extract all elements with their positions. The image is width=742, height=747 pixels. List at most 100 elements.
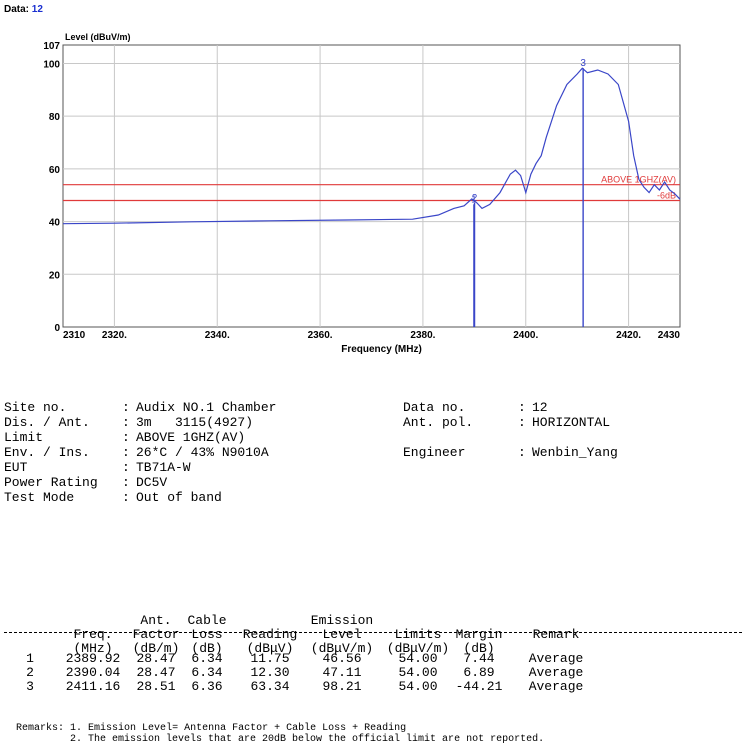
x-tick-label: 2320. <box>102 330 127 341</box>
info-value: TB71A-W <box>136 460 191 475</box>
table-cell: 54.00 <box>398 651 438 666</box>
emission-table: Ant. Cable Emission Freq. Factor Loss Reading L… <box>0 583 742 694</box>
info-row: EUT: TB71A-W <box>4 460 276 475</box>
info-value: 12 <box>532 400 548 415</box>
info-colon: : <box>122 490 130 505</box>
info-value: Audix NO.1 Chamber <box>136 400 277 415</box>
info-colon: : <box>122 400 130 415</box>
info-colon: : <box>122 430 130 445</box>
data-label: Data: <box>4 4 30 15</box>
table-cell: 2 <box>26 665 34 680</box>
remarks-label: Remarks: <box>16 723 65 734</box>
table-cell: Average <box>528 679 584 694</box>
table-cell: 2411.16 <box>65 679 121 694</box>
table-header-cell: Loss <box>191 627 223 642</box>
table-cell: -44.21 <box>455 679 503 694</box>
table-header-cell: (dBμV/m) <box>310 641 374 656</box>
remarks-line-1: 1. Emission Level= Antenna Factor + Cabl… <box>70 723 407 734</box>
y-axis-label: Level (dBuV/m) <box>65 32 131 42</box>
table-cell: 28.47 <box>136 651 176 666</box>
table-header-cell: Reading <box>242 627 298 642</box>
info-colon: : <box>122 460 130 475</box>
table-cell: 98.21 <box>322 679 362 694</box>
table-header-cell: (dB/m) <box>132 641 180 656</box>
table-cell: 7.44 <box>463 651 495 666</box>
series-line <box>62 67 681 225</box>
table-cell: 11.75 <box>250 651 290 666</box>
table-cell: 28.51 <box>136 679 176 694</box>
grid <box>63 45 680 327</box>
emission-chart: ABOVE 1GHZ(AV)-6dB 123 2310 2320. 2340. 236… <box>43 32 681 355</box>
table-header-cell: Cable <box>187 613 227 628</box>
data-number-header: Data: 12 <box>4 4 43 15</box>
y-tick-label: 60 <box>49 165 61 176</box>
table-cell: 12.30 <box>250 665 290 680</box>
info-colon: : <box>518 445 526 460</box>
info-key: Power Rating <box>4 475 98 490</box>
info-key: Engineer <box>403 445 466 460</box>
table-row: 3 2411.16 28.51 6.36 63.34 98.21 54.00 -44.21 Av… <box>0 679 742 694</box>
x-tick-label: 2400. <box>513 330 538 341</box>
info-row: Limit: ABOVE 1GHZ(AV) <box>4 430 276 445</box>
table-header: Ant. Cable Emission Freq. Factor Loss Reading L… <box>0 613 742 656</box>
table-header-cell: Ant. <box>140 613 172 628</box>
table-cell: 54.00 <box>398 679 438 694</box>
table-header-row: Ant. Cable Emission <box>0 613 742 628</box>
info-colon: : <box>122 445 130 460</box>
table-header-cell: Level <box>322 627 362 642</box>
table-header-row: Freq. Factor Loss Reading Level Limits Margin R… <box>0 627 742 642</box>
table-cell: Average <box>528 651 584 666</box>
info-colon: : <box>122 475 130 490</box>
info-row: Engineer: Wenbin_Yang <box>403 445 618 460</box>
table-row: 1 2389.92 28.47 6.34 11.75 46.56 54.00 7.44 Aver… <box>0 651 742 666</box>
limit-line-label: -6dB <box>657 190 676 200</box>
table-header-cell: (dB) <box>191 641 223 656</box>
series-group <box>62 67 681 225</box>
info-row: Site no.: Audix NO.1 Chamber <box>4 400 276 415</box>
info-value: 3m 3115(4927) <box>136 415 254 430</box>
info-row: Test Mode: Out of band <box>4 490 276 505</box>
x-axis-label: Frequency (MHz) <box>341 344 422 355</box>
table-cell: 3 <box>26 679 34 694</box>
table-cell: 1 <box>26 651 34 666</box>
info-key: EUT <box>4 460 28 475</box>
info-row: Dis. / Ant.:3m 3115(4927) <box>4 415 276 430</box>
info-value: HORIZONTAL <box>532 415 611 430</box>
table-cell: Average <box>528 665 584 680</box>
y-tick-label: 0 <box>54 323 60 334</box>
marker-label: 2 <box>472 193 478 204</box>
info-value: Wenbin_Yang <box>532 445 618 460</box>
y-tick-label: 80 <box>49 112 61 123</box>
info-row: Data no.:12 <box>403 400 618 415</box>
x-tick-label: 2340. <box>205 330 230 341</box>
table-cell: 6.36 <box>191 679 223 694</box>
info-key: Data no. <box>403 400 466 415</box>
info-right: Data no.:12 Ant. pol.: HORIZONTAL Engineer:… <box>403 370 618 475</box>
info-key: Env. / Ins. <box>4 445 90 460</box>
y-tick-label: 20 <box>49 270 61 281</box>
table-header-cell: Factor <box>132 627 180 642</box>
table-cell: 6.34 <box>191 665 223 680</box>
marker-label: 3 <box>580 58 586 69</box>
table-cell: 6.34 <box>191 651 223 666</box>
table-header-cell: Freq. <box>73 627 113 642</box>
x-tick-label: 2380. <box>410 330 435 341</box>
info-row <box>403 430 618 445</box>
x-tick-label: 2360. <box>308 330 333 341</box>
y-tick-label: 107 <box>43 41 60 52</box>
info-key: Limit <box>4 430 44 445</box>
table-header-cell: (dB) <box>463 641 495 656</box>
table-header-cell: Emission <box>310 613 374 628</box>
x-tick-label: 2310 <box>63 330 86 341</box>
info-value: 26*C / 43% N9010A <box>136 445 269 460</box>
table-header-cell: (dBμV/m) <box>386 641 450 656</box>
table-cell: 2390.04 <box>65 665 121 680</box>
info-colon: : <box>122 415 130 430</box>
table-header-cell: (MHz) <box>73 641 113 656</box>
info-key: Site no. <box>4 400 67 415</box>
remarks-line-2: 2. The emission levels that are 20dB bel… <box>70 734 545 745</box>
marker-label: 1 <box>471 194 477 205</box>
table-divider <box>4 632 742 633</box>
info-value: DC5V <box>136 475 168 490</box>
info-row: Env. / Ins.:26*C / 43% N9010A <box>4 445 276 460</box>
